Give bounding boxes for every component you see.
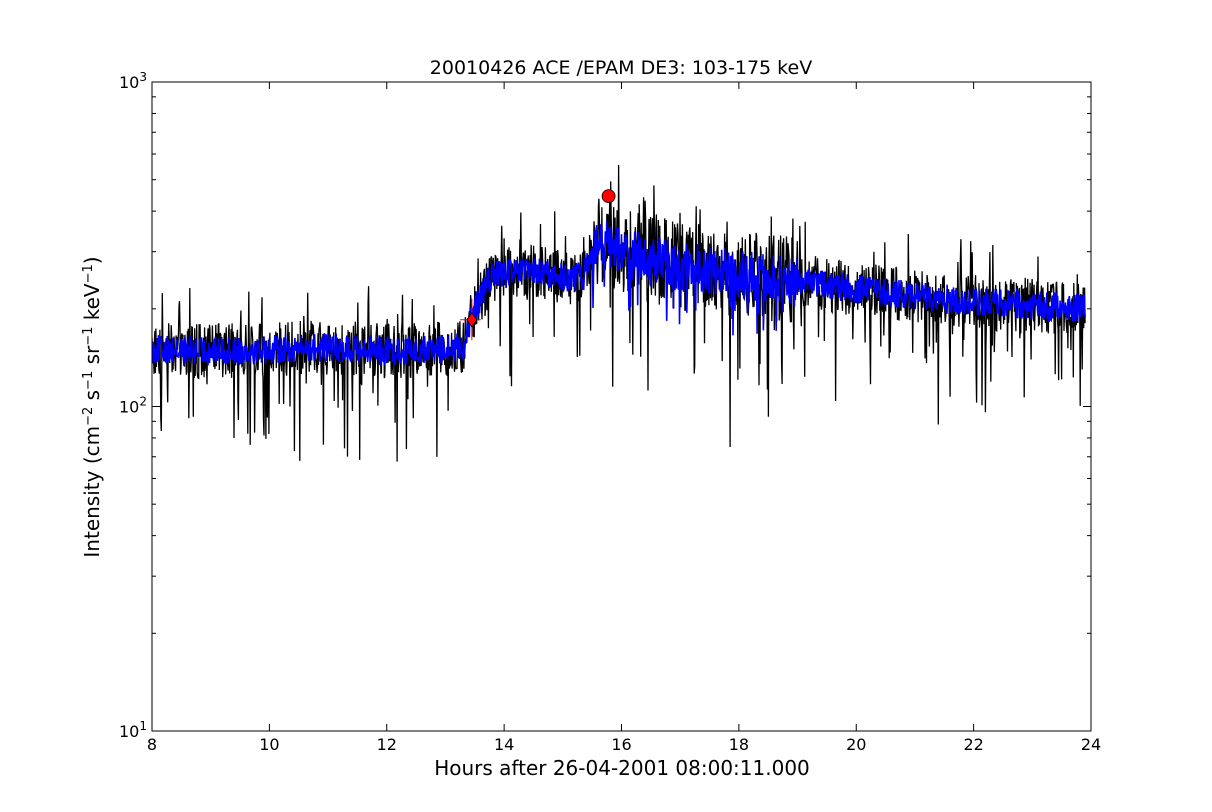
axis-ticks: 8 10 12 14 16 18 20 22 24 101 102 103 [119, 70, 1101, 754]
series-line-blue [152, 220, 1086, 366]
chart-title: 20010426 ACE /EPAM DE3: 103-175 keV [430, 57, 812, 79]
peak-marker [601, 189, 616, 204]
plot-area [152, 164, 1086, 462]
x-tick-label: 14 [494, 735, 514, 754]
series-line-black [152, 164, 1086, 462]
x-tick-label: 8 [147, 735, 157, 754]
x-tick-label: 22 [963, 735, 983, 754]
x-tick-label: 10 [259, 735, 279, 754]
y-tick-label: 101 [119, 719, 147, 741]
x-tick-label: 12 [377, 735, 397, 754]
x-tick-label: 24 [1081, 735, 1101, 754]
y-tick-label: 102 [119, 395, 147, 417]
onset-marker [466, 312, 478, 328]
x-tick-label: 18 [729, 735, 749, 754]
x-axis-label: Hours after 26-04-2001 08:00:11.000 [434, 756, 810, 780]
x-tick-label: 20 [846, 735, 866, 754]
x-tick-label: 16 [611, 735, 631, 754]
y-axis-label: Intensity (cm−2 s−1 sr−1 keV−1) [80, 256, 104, 557]
y-tick-label: 103 [119, 70, 147, 92]
